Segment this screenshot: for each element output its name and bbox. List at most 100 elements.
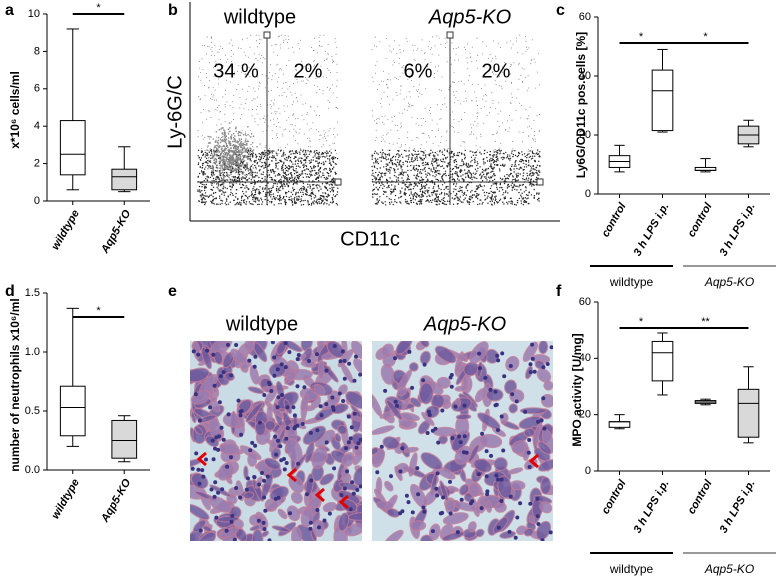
dot — [230, 164, 232, 166]
dot — [501, 187, 502, 188]
dot — [300, 198, 301, 199]
dot — [465, 173, 466, 174]
dot — [336, 47, 337, 48]
dot — [331, 187, 332, 188]
dot — [514, 204, 515, 205]
dot — [246, 201, 247, 202]
dot — [337, 72, 338, 73]
dot — [247, 126, 249, 128]
dot — [381, 201, 382, 202]
dot — [257, 172, 258, 173]
dot — [315, 153, 316, 154]
dot — [484, 85, 485, 86]
dot — [492, 168, 493, 169]
dot — [510, 174, 511, 175]
dot — [485, 150, 486, 151]
dot — [469, 204, 470, 205]
dot — [375, 140, 376, 141]
dot — [246, 165, 248, 167]
dot — [521, 161, 522, 162]
dot — [210, 177, 211, 178]
dot — [500, 178, 501, 179]
dot — [407, 137, 408, 138]
nucleus — [301, 422, 305, 426]
dot — [311, 159, 312, 160]
dot — [383, 157, 384, 158]
dot — [516, 41, 517, 42]
dot — [222, 48, 223, 49]
dot — [257, 163, 258, 164]
dot — [217, 170, 219, 172]
dot — [453, 127, 454, 128]
dot — [269, 164, 270, 165]
dot — [329, 160, 330, 161]
cell-wall — [291, 527, 301, 546]
dot — [380, 173, 381, 174]
dot — [465, 177, 466, 178]
dot — [264, 122, 265, 123]
dot — [207, 163, 208, 164]
dot — [210, 148, 211, 149]
dot — [420, 171, 421, 172]
dot — [488, 172, 489, 173]
dot — [393, 191, 394, 192]
dot — [421, 94, 422, 95]
dot — [230, 147, 232, 149]
dot — [271, 160, 272, 161]
dot — [307, 156, 308, 157]
dot — [272, 187, 273, 188]
dot — [485, 170, 486, 171]
dot — [326, 203, 327, 204]
dot — [418, 96, 419, 97]
dot — [461, 187, 462, 188]
dot — [226, 155, 228, 157]
dot — [300, 149, 301, 150]
dot — [445, 187, 446, 188]
nucleus — [280, 362, 284, 366]
dot — [421, 177, 422, 178]
dot — [535, 139, 536, 140]
dot — [420, 191, 421, 192]
dot — [221, 151, 223, 153]
dot — [294, 170, 295, 171]
dot — [526, 198, 527, 199]
dot — [478, 194, 479, 195]
dot — [517, 175, 518, 176]
dot — [240, 135, 242, 137]
dot — [211, 185, 212, 186]
nucleus — [263, 527, 267, 531]
dot — [387, 169, 388, 170]
dot — [527, 49, 528, 50]
dot — [295, 140, 296, 141]
dot — [432, 54, 433, 55]
dot — [414, 194, 415, 195]
dot — [217, 143, 219, 145]
dot — [240, 177, 242, 179]
dot — [233, 54, 234, 55]
dot — [213, 173, 215, 175]
dot — [320, 203, 321, 204]
dot — [488, 177, 489, 178]
dot — [241, 162, 242, 163]
dot — [206, 119, 207, 120]
dot — [213, 138, 215, 140]
dot — [372, 193, 373, 194]
dot — [470, 124, 471, 125]
dot — [227, 150, 229, 152]
dot — [391, 184, 392, 185]
dot — [335, 38, 336, 39]
dot — [520, 173, 521, 174]
dot — [394, 170, 395, 171]
dot — [514, 165, 515, 166]
dot — [383, 194, 384, 195]
dot — [395, 77, 396, 78]
dot — [426, 190, 427, 191]
dot — [228, 204, 229, 205]
dot — [520, 159, 521, 160]
dot — [292, 194, 293, 195]
dot — [271, 79, 272, 80]
dot — [500, 143, 501, 144]
dot — [333, 167, 334, 168]
dot — [459, 152, 460, 153]
dot — [285, 35, 286, 36]
